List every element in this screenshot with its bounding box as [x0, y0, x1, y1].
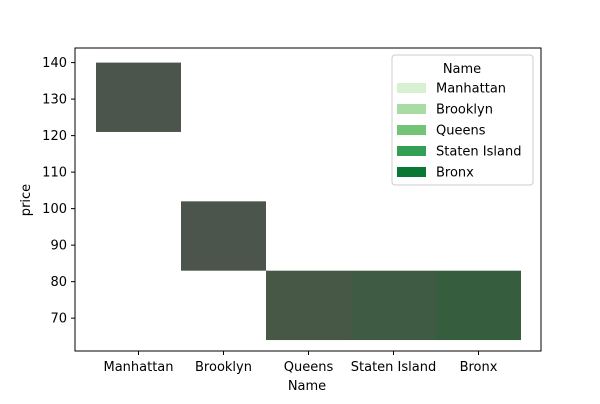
y-axis-label: price	[19, 184, 34, 216]
y-axis-ticks: 70 80 90 100 110 120 130 140	[42, 56, 75, 327]
legend-swatch	[397, 125, 426, 135]
x-tick-label: Manhattan	[103, 360, 173, 375]
y-tick-label: 100	[42, 202, 67, 217]
legend-swatch	[397, 104, 426, 114]
y-tick-label: 140	[42, 56, 67, 71]
y-tick-label: 130	[42, 93, 67, 108]
y-tick-label: 70	[50, 312, 67, 327]
heatmap-cell-staten-island	[351, 270, 436, 341]
legend-label: Bronx	[436, 166, 474, 181]
legend-label: Queens	[436, 124, 486, 139]
x-tick-label: Brooklyn	[195, 360, 252, 375]
y-tick-label: 80	[50, 275, 67, 290]
legend-swatch	[397, 83, 426, 93]
legend-box	[391, 54, 534, 186]
x-tick-label: Staten Island	[351, 360, 436, 375]
x-tick-label: Bronx	[460, 360, 498, 375]
x-axis-label: Name	[288, 379, 326, 394]
heatmap-cells	[96, 62, 521, 341]
legend-swatch	[397, 146, 426, 156]
heatmap-cell-brooklyn	[181, 201, 266, 271]
legend-label: Brooklyn	[436, 103, 493, 118]
legend-label: Manhattan	[436, 82, 506, 97]
heatmap-cell-manhattan	[96, 62, 181, 132]
heatmap-cell-queens	[266, 270, 351, 341]
y-tick-label: 120	[42, 129, 67, 144]
legend-label: Staten Island	[436, 145, 521, 160]
x-axis-ticks: Manhattan Brooklyn Queens Staten Island Bron…	[103, 351, 498, 375]
legend-swatch	[397, 167, 426, 177]
y-tick-label: 90	[50, 239, 67, 254]
y-tick-label: 110	[42, 166, 67, 181]
x-tick-label: Queens	[284, 360, 334, 375]
legend: Name Manhattan Brooklyn Queens Staten Islan…	[391, 54, 534, 186]
heatmap-cell-bronx	[436, 270, 521, 341]
legend-title: Name	[443, 62, 481, 77]
